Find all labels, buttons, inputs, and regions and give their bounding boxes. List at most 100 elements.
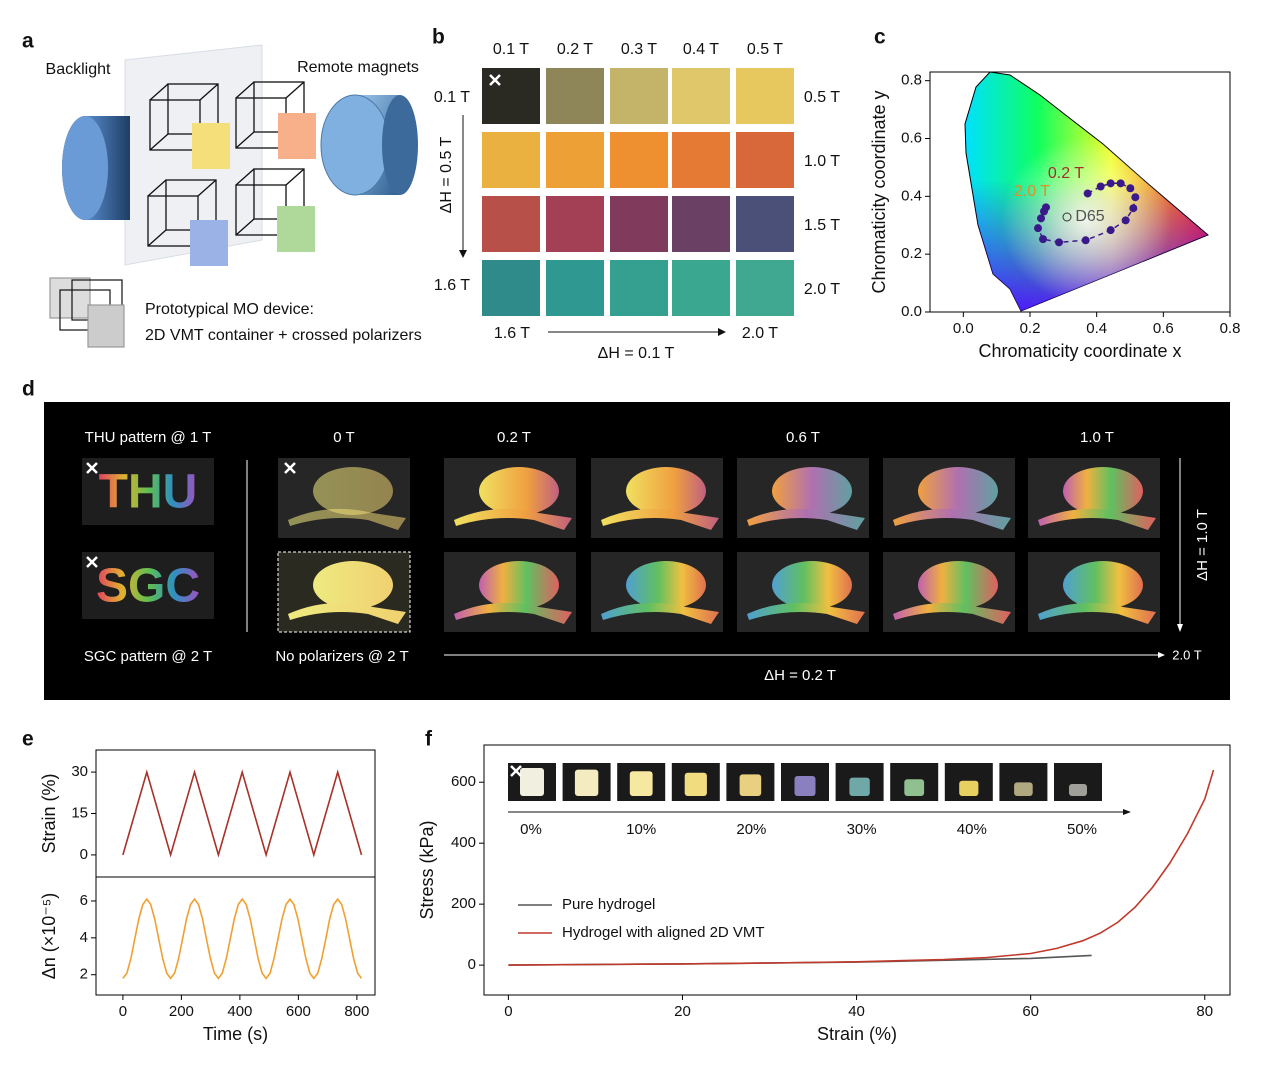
inset-label: 40%	[957, 821, 987, 838]
x-tick-label: 0.8	[1220, 320, 1241, 337]
point	[1106, 179, 1115, 188]
chameleon-tail	[747, 508, 865, 530]
inset-label: 10%	[626, 821, 656, 838]
inset-label: 50%	[1067, 821, 1097, 838]
color-square	[278, 113, 316, 159]
end-field: 2.0 T	[1172, 647, 1201, 662]
thu-word: THU	[99, 466, 198, 519]
backlight-face	[62, 116, 108, 220]
x-tick-label: 0	[119, 1003, 127, 1020]
sample	[1014, 782, 1033, 796]
chameleon-body	[313, 561, 393, 609]
chameleon-body	[479, 561, 559, 609]
x-axis-title: Time (s)	[203, 1024, 268, 1044]
y-tick-label: 4	[80, 929, 88, 946]
inset-label: 20%	[736, 821, 766, 838]
arrow-head	[1158, 652, 1165, 658]
field-label: 0 T	[333, 429, 354, 446]
swatch	[736, 132, 794, 188]
point	[1096, 182, 1105, 191]
y-tick-label: 0	[468, 956, 476, 973]
cross-icon	[284, 462, 296, 474]
annotation: D65	[1075, 208, 1104, 225]
x-tick-label: 0.2	[1020, 320, 1041, 337]
point	[1083, 189, 1092, 198]
y-tick-label: 0.0	[901, 303, 922, 320]
white-point	[1062, 212, 1072, 222]
chameleon-tail	[893, 602, 1011, 624]
chameleon-body	[1063, 467, 1143, 515]
plot-frame	[95, 876, 376, 996]
x-tick-label: 0	[504, 1003, 512, 1020]
x-tick-label: 0.4	[1086, 320, 1107, 337]
swatch	[672, 68, 730, 124]
y-tick-label: 200	[451, 895, 476, 912]
swatch	[736, 196, 794, 252]
device-desc: 2D VMT container + crossed polarizers	[145, 327, 422, 344]
point	[1037, 214, 1045, 223]
annotation: 2.0 T	[1014, 183, 1050, 200]
swatch	[610, 132, 668, 188]
chameleon-tail	[1038, 508, 1156, 530]
magnets-label: Remote magnets	[297, 59, 419, 76]
legend-label: Pure hydrogel	[562, 896, 655, 913]
device-icon	[49, 277, 125, 348]
row-label: 2.0 T	[804, 281, 840, 298]
magnet-back	[382, 95, 418, 195]
x-tick-label: 0.6	[1153, 320, 1174, 337]
panel-label: f	[425, 728, 433, 751]
cross-icon	[510, 765, 522, 777]
column-label: 0.4 T	[683, 41, 719, 58]
arrow-head	[1123, 809, 1131, 815]
bottom-start: 1.6 T	[494, 325, 530, 342]
y-tick-label: 0.2	[901, 245, 922, 262]
panel-a: a Backlight Remote magnets Prototypi	[22, 30, 422, 348]
sample	[849, 777, 870, 796]
y-tick-label: 6	[80, 892, 88, 909]
sample	[904, 779, 925, 796]
x-axis-title: Strain (%)	[817, 1024, 897, 1044]
y-axis-title: Strain (%)	[39, 773, 59, 853]
sample	[739, 774, 762, 796]
point	[1116, 179, 1125, 188]
horizontal-step: ΔH = 0.1 T	[598, 345, 675, 362]
sample	[684, 772, 707, 796]
y-axis-title: Δn (×10⁻⁵)	[39, 893, 59, 980]
row-label: 1.0 T	[804, 153, 840, 170]
device-title: Prototypical MO device:	[145, 301, 314, 318]
cross-icon	[489, 74, 501, 86]
y-tick-label: 0.8	[901, 72, 922, 89]
vertical-step: ΔH = 0.5 T	[438, 136, 455, 213]
photo	[82, 552, 214, 619]
row-label: 1.5 T	[804, 217, 840, 234]
swatch	[610, 196, 668, 252]
line	[508, 954, 1092, 966]
chameleon-tail	[288, 602, 406, 624]
sample	[959, 780, 979, 796]
photo-panel	[44, 402, 1230, 700]
sample	[574, 769, 599, 796]
start-field: 0.1 T	[434, 89, 470, 106]
line	[122, 897, 363, 980]
y-axis-title: Stress (kPa)	[417, 820, 437, 919]
sgc-caption: SGC pattern @ 2 T	[84, 648, 212, 665]
arrow-head	[1177, 624, 1183, 632]
swatch	[546, 68, 604, 124]
backlight-label: Backlight	[46, 61, 111, 78]
panel-label: b	[432, 26, 445, 49]
panel-b: b 0.1 T 1.6 T ΔH = 0.5 T 1.6 T 2.0 T ΔH …	[432, 26, 778, 363]
magnet-face	[320, 94, 390, 196]
arrow-head	[459, 250, 467, 258]
point	[1039, 235, 1047, 244]
trace	[1037, 182, 1137, 244]
chameleon-body	[1063, 561, 1143, 609]
point	[1042, 203, 1050, 212]
sample	[520, 768, 544, 796]
field-label: 0.2 T	[497, 429, 531, 446]
no-polarizers: No polarizers @ 2 T	[275, 648, 408, 665]
color-square	[277, 206, 315, 252]
horizontal-step: ΔH = 0.2 T	[764, 667, 836, 684]
x-tick-label: 60	[1022, 1003, 1039, 1020]
y-tick-label: 2	[80, 966, 88, 983]
point	[1055, 238, 1063, 247]
